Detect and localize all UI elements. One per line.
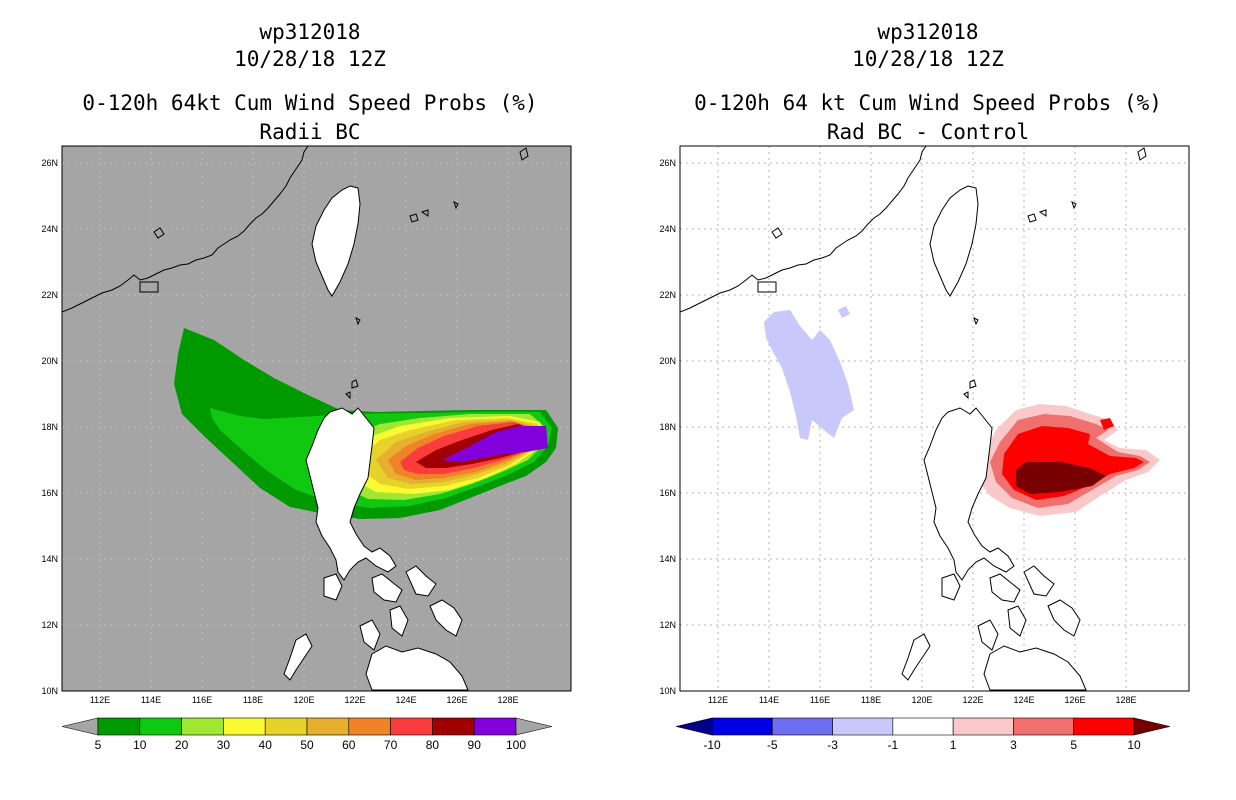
right-lon-label: 128E (1115, 695, 1136, 705)
left-colorbar-swatch (264, 717, 308, 736)
right-lon-label: 124E (1013, 695, 1034, 705)
right-lon-label: 122E (962, 695, 983, 705)
right-colorbar-label: 1 (950, 738, 957, 752)
right-colorbar-label: 3 (1010, 738, 1017, 752)
left-storm-id: wp312018 (259, 20, 361, 44)
left-colorbar-swatch (306, 717, 350, 736)
right-map-frame (679, 145, 1190, 692)
right-datetime: 10/28/18 12Z (852, 47, 1004, 71)
left-colorbar-swatch (97, 717, 141, 736)
left-lat-label: 18N (41, 422, 58, 432)
left-colorbar-label: 90 (468, 738, 482, 752)
right-colorbar-label: -3 (827, 738, 838, 752)
left-colorbar-label: 10 (133, 738, 147, 752)
right-colorbar-label: -1 (888, 738, 899, 752)
diff-contour-plus-10 (1016, 462, 1106, 494)
right-colorbar-label: -10 (703, 738, 721, 752)
right-lon-label: 126E (1064, 695, 1085, 705)
right-axis-labels: 112E 114E 116E 118E 120E 122E 124E 126E 128E 10N 1… (659, 158, 1136, 705)
right-colorbar-over-arrow (1133, 717, 1171, 736)
left-colorbar-swatch (473, 717, 517, 736)
right-colorbar-swatch (832, 717, 894, 736)
right-lat-label: 22N (659, 290, 676, 300)
diff-contour-plus-3b (1100, 418, 1114, 430)
left-lat-label: 24N (41, 224, 58, 234)
left-colorbar-swatch (390, 717, 433, 736)
left-datetime: 10/28/18 12Z (234, 47, 386, 71)
prob-contour-90 (442, 426, 548, 462)
left-lat-label: 26N (41, 158, 58, 168)
left-colorbar-under-arrow (61, 717, 99, 736)
right-colorbar-swatch (892, 717, 954, 736)
right-lat-label: 14N (659, 554, 676, 564)
left-colorbar-label: 20 (175, 738, 189, 752)
left-colorbar-label: 100 (506, 738, 526, 752)
right-lon-label: 112E (708, 695, 728, 705)
left-colorbar-label: 40 (259, 738, 273, 752)
left-colorbar-label: 80 (426, 738, 440, 752)
left-lat-label: 16N (41, 488, 58, 498)
left-colorbar: 5 10 20 30 40 50 60 70 80 90 100 (61, 717, 553, 752)
right-colorbar-label: 10 (1127, 738, 1141, 752)
right-lat-label: 26N (659, 158, 676, 168)
right-colorbar: -10 -5 -3 -1 1 3 5 10 (675, 717, 1171, 752)
left-colorbar-label: 60 (342, 738, 356, 752)
right-colorbar-swatch (1073, 717, 1135, 736)
left-lat-label: 12N (41, 620, 58, 630)
right-colorbar-under-arrow (675, 717, 713, 736)
left-lon-label: 128E (497, 695, 518, 705)
right-lat-label: 12N (659, 620, 676, 630)
left-lon-label: 114E (141, 695, 161, 705)
left-map-frame (61, 145, 572, 692)
left-colorbar-label: 30 (217, 738, 231, 752)
left-lon-label: 112E (90, 695, 110, 705)
right-map-panel: 112E 114E 116E 118E 120E 122E 124E 126E 128E 10N 1… (659, 145, 1190, 705)
right-colorbar-label: 5 (1070, 738, 1077, 752)
diff-contour-minus-1 (764, 310, 854, 440)
right-storm-id: wp312018 (877, 20, 979, 44)
right-lat-label: 16N (659, 488, 676, 498)
left-colorbar-label: 5 (95, 738, 102, 752)
right-lon-label: 120E (911, 695, 932, 705)
left-lon-label: 120E (293, 695, 314, 705)
right-lat-label: 18N (659, 422, 676, 432)
left-lat-label: 20N (41, 356, 58, 366)
left-subtitle: Radii BC (259, 120, 361, 144)
left-lon-label: 116E (192, 695, 212, 705)
left-colorbar-label: 50 (300, 738, 314, 752)
left-product-title: 0-120h 64kt Cum Wind Speed Probs (%) (82, 91, 538, 115)
right-colorbar-swatch (771, 717, 833, 736)
right-product-title: 0-120h 64 kt Cum Wind Speed Probs (%) (694, 91, 1162, 115)
left-colorbar-swatch (139, 717, 182, 736)
left-colorbar-swatch (181, 717, 224, 736)
right-lat-label: 20N (659, 356, 676, 366)
left-map-panel: 112E 114E 116E 118E 120E 122E 124E 126E 128E 10N 1… (41, 145, 572, 705)
left-axis-labels: 112E 114E 116E 118E 120E 122E 124E 126E 128E 10N 1… (41, 158, 518, 705)
diff-contour-minus-1b (838, 306, 850, 318)
right-lat-label: 10N (659, 686, 676, 696)
left-lon-label: 124E (395, 695, 416, 705)
left-colorbar-label: 70 (384, 738, 398, 752)
left-colorbar-swatch (223, 717, 266, 736)
left-colorbar-swatch (432, 717, 475, 736)
right-subtitle: Rad BC - Control (826, 120, 1030, 144)
left-colorbar-swatch (348, 717, 391, 736)
right-colorbar-label: -5 (767, 738, 778, 752)
left-lon-label: 122E (344, 695, 365, 705)
right-lon-label: 118E (861, 695, 881, 705)
right-colorbar-swatch (711, 717, 773, 736)
left-lon-label: 126E (446, 695, 467, 705)
left-lat-label: 22N (41, 290, 58, 300)
right-lon-label: 114E (759, 695, 779, 705)
left-lat-label: 10N (41, 686, 58, 696)
left-lon-label: 118E (243, 695, 263, 705)
right-lon-label: 116E (810, 695, 830, 705)
left-colorbar-over-arrow (515, 717, 553, 736)
right-lat-label: 24N (659, 224, 676, 234)
right-difference-field (764, 306, 1160, 516)
right-colorbar-swatch (952, 717, 1014, 736)
left-lat-label: 14N (41, 554, 58, 564)
right-colorbar-swatch (1013, 717, 1075, 736)
